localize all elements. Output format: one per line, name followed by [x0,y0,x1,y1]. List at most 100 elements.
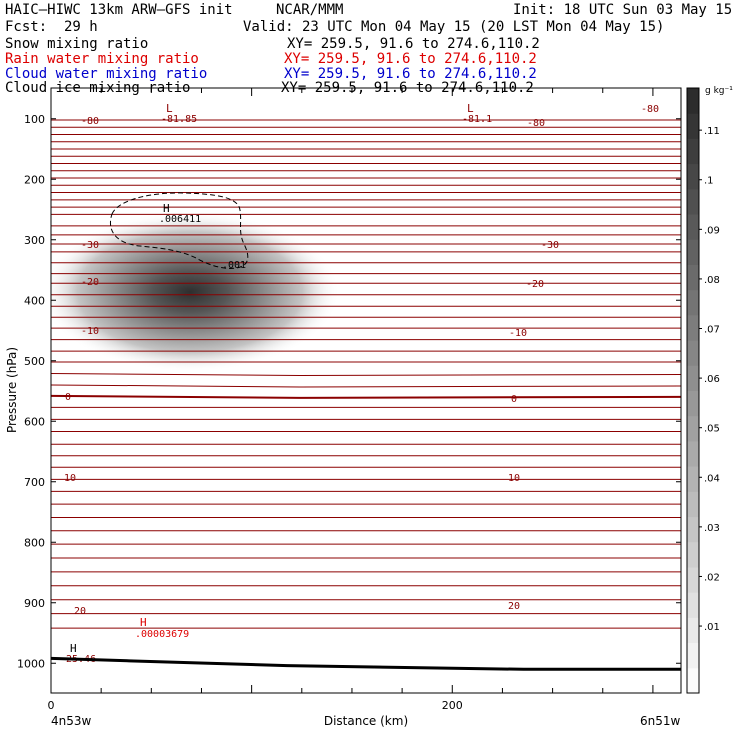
rain-max-symbol: H [140,616,147,629]
temp-min-value: -81.1 [462,114,492,125]
snow-blob [51,212,340,372]
header: HAIC—HIWC 13km ARW—GFS init NCAR/MMM Ini… [0,0,740,100]
model-title: HAIC—HIWC 13km ARW—GFS init [5,2,233,18]
colorbar-swatch [687,466,699,492]
y-tick-label: 1000 [17,657,45,670]
colorbar-swatch [687,592,699,618]
temperature-contour [51,384,681,388]
contour-label: -80 [527,118,545,129]
colorbar-swatch [687,415,699,442]
colorbar-tick-label: .07 [704,325,720,336]
colorbar-swatch [687,617,699,644]
colorbar: .01 .02 .03 .04 .05 .06 .07 .08 .09 .1 .11 [686,87,720,694]
colorbar-swatch [687,289,699,316]
field-xy: XY= 259.5, 91.6 to 274.6,110.2 [284,66,537,82]
temp-min-symbol: L [467,102,474,115]
colorbar-swatch [687,390,699,417]
valid-time: Valid: 23 UTC Mon 04 May 15 (20 LST Mon … [243,19,665,35]
y-tick-label: 600 [24,415,45,428]
init-time: Init: 18 UTC Sun 03 May 15 [513,2,733,18]
contour-label: -10 [509,328,527,339]
x-axis-title: Distance (km) [324,714,408,728]
right-endpoint-label: 6n51w [640,714,681,728]
y-tick-label: 900 [24,597,45,610]
cloud-ice-contour-label: .001 [222,260,246,271]
cloud-ice-contour [110,192,249,269]
temp-min-value: -81.85 [161,114,197,125]
colorbar-tick-label: .03 [704,523,720,534]
contour-label: -20 [81,277,99,288]
contour-label: 20 [74,606,86,617]
colorbar-swatch [687,541,699,568]
cloud-ice-max-symbol: H [163,202,170,215]
colorbar-swatch [687,88,699,114]
colorbar-swatch [687,667,699,694]
field-name: Rain water mixing ratio [5,51,199,67]
colorbar-swatch [687,113,699,139]
temp-min-symbol: L [166,102,173,115]
contour-label: -80 [81,116,99,127]
colorbar-swatch [687,188,699,215]
field-xy: XY= 259.5, 91.6 to 274.6,110.2 [284,51,537,67]
y-tick-label: 800 [24,536,45,549]
rain-max-value: .00003679 [135,629,189,640]
colorbar-tick-label: .02 [704,572,720,583]
org-label: NCAR/MMM [276,2,344,18]
contour-label: -10 [81,326,99,337]
x-tick-label: 0 [48,699,55,712]
field-name: Cloud water mixing ratio [5,66,208,82]
contour-label: -20 [526,279,544,290]
colorbar-swatch [687,365,699,391]
y-axis-title: Pressure (hPa) [5,347,19,433]
colorbar-tick-label: .11 [704,126,720,137]
colorbar-swatch [687,214,699,240]
colorbar-swatch [687,138,699,165]
forecast-label: Fcst: [5,19,48,35]
y-tick-label: 200 [24,173,45,186]
contour-label: 10 [64,473,76,484]
temperature-contours: -80 -80 -80 -30 -30 -20 -20 -10 -10 0 0 10 10 20 20 [51,104,681,629]
contour-label: -30 [81,240,99,251]
forecast-hour: 29 h [64,19,98,35]
contour-label: 0 [65,392,71,403]
field-name: Snow mixing ratio [5,36,149,52]
y-tick-label: 400 [24,294,45,307]
colorbar-tick-label: .01 [704,622,720,633]
colorbar-tick-label: .09 [704,225,720,236]
contour-label: 0 [511,394,517,405]
contour-label: -80 [641,104,659,115]
colorbar-swatch [687,264,699,291]
temperature-contour [51,394,681,399]
temperature-contour [51,372,681,376]
colorbar-swatch [687,642,699,669]
colorbar-tick-label: .1 [704,176,714,187]
colorbar-tick-label: .08 [704,275,720,286]
temp-max-symbol: H [70,642,77,655]
y-tick-label: 100 [24,113,45,126]
y-tick-label: 700 [24,476,45,489]
colorbar-swatch [687,491,699,518]
field-xy: XY= 259.5, 91.6 to 274.6,110.2 [287,36,540,52]
contour-label: 10 [508,473,520,484]
contour-label: -30 [541,240,559,251]
terrain-line [50,656,681,671]
x-axis: 0 200 [48,88,654,712]
colorbar-tick-label: .05 [704,424,720,435]
left-endpoint-label: 4n53w [51,714,92,728]
x-tick-label: 200 [442,699,463,712]
cloud-ice-max-value: .006411 [159,214,201,225]
colorbar-swatch [687,516,699,543]
y-tick-label: 500 [24,355,45,368]
colorbar-frame [686,87,700,694]
colorbar-swatch [687,440,699,467]
colorbar-unit: g kg⁻¹ [705,86,733,96]
colorbar-swatch [687,340,699,366]
colorbar-swatch [687,239,699,265]
plot-frame [50,87,682,694]
colorbar-tick-label: .06 [704,374,720,385]
snow-shading [51,212,340,372]
contour-label: 20 [508,601,520,612]
colorbar-swatch [687,314,699,341]
